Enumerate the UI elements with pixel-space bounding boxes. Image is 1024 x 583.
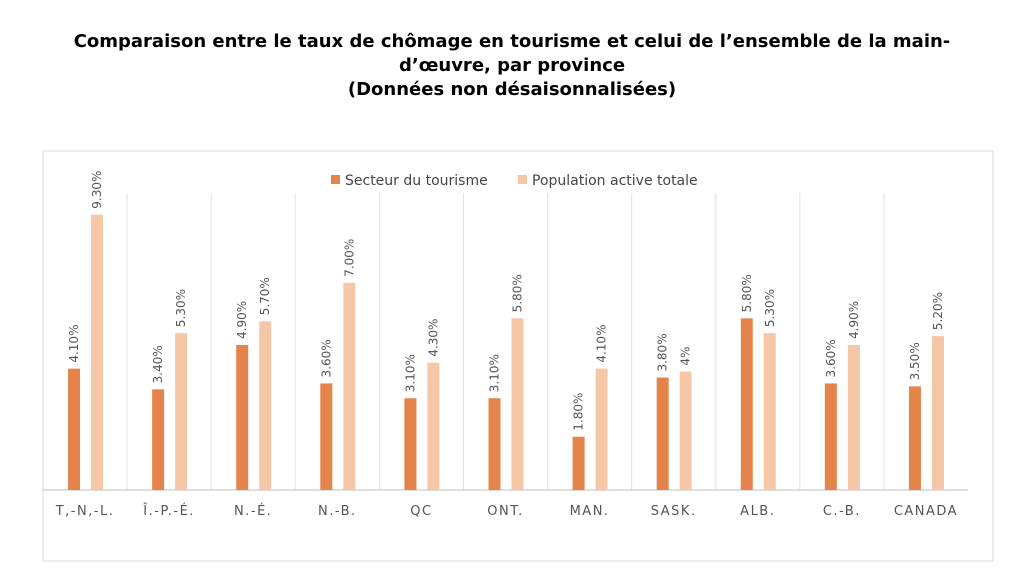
- bar-tourisme-0: [68, 368, 81, 490]
- x-tick-label-7: SASK.: [651, 504, 697, 519]
- chart-title-line-1: Comparaison entre le taux de chômage en …: [73, 31, 951, 52]
- data-label-tourisme-10: 3.50%: [908, 342, 922, 380]
- bar-population-8: [763, 333, 776, 490]
- data-label-population-9: 4.90%: [847, 301, 861, 339]
- data-label-tourisme-2: 4.90%: [235, 301, 249, 339]
- data-label-tourisme-6: 1.80%: [572, 393, 586, 431]
- bar-tourisme-10: [908, 386, 921, 490]
- bar-population-0: [91, 214, 104, 490]
- bar-tourisme-7: [656, 377, 669, 490]
- data-label-tourisme-8: 5.80%: [740, 274, 754, 312]
- bar-population-10: [931, 336, 944, 490]
- bar-population-4: [427, 362, 440, 490]
- legend: Secteur du tourisme Population active to…: [331, 173, 698, 189]
- data-label-population-0: 9.30%: [90, 171, 104, 209]
- x-tick-label-3: N.-B.: [318, 504, 357, 519]
- data-label-population-8: 5.30%: [763, 289, 777, 327]
- data-label-tourisme-1: 3.40%: [151, 345, 165, 383]
- data-label-tourisme-0: 4.10%: [67, 325, 81, 363]
- bar-population-5: [511, 318, 524, 490]
- bar-population-7: [679, 371, 692, 490]
- chart-title: Comparaison entre le taux de chômage en …: [0, 30, 1024, 102]
- data-label-tourisme-5: 3.10%: [488, 354, 502, 392]
- data-label-tourisme-3: 3.60%: [319, 339, 333, 377]
- data-label-tourisme-9: 3.60%: [824, 339, 838, 377]
- bar-tourisme-6: [572, 436, 585, 490]
- data-label-population-10: 5.20%: [931, 292, 945, 330]
- chart-title-line-2: d’œuvre, par province: [398, 55, 626, 76]
- bar-tourisme-5: [488, 398, 501, 490]
- data-labels-group: 4.10% 9.30% 3.40% 5.30% 4.90% 5.70% 3.60% 7.00%…: [67, 171, 945, 431]
- x-tick-label-2: N.-É.: [234, 503, 272, 519]
- data-label-population-1: 5.30%: [174, 289, 188, 327]
- bar-population-2: [259, 321, 272, 490]
- chart-frame: [42, 150, 994, 562]
- x-tick-label-6: MAN.: [570, 504, 610, 519]
- data-label-tourisme-7: 3.80%: [656, 333, 670, 371]
- data-label-population-2: 5.70%: [258, 277, 272, 315]
- legend-swatch-tourisme: [331, 175, 340, 184]
- category-separators: [126, 193, 885, 490]
- x-tick-label-8: ALB.: [740, 504, 775, 519]
- bar-population-1: [175, 333, 188, 490]
- data-label-population-6: 4.10%: [595, 325, 609, 363]
- data-label-population-3: 7.00%: [342, 239, 356, 277]
- x-tick-label-10: CANADA: [894, 504, 958, 519]
- legend-label-population: Population active totale: [532, 173, 698, 189]
- bar-tourisme-8: [740, 318, 753, 490]
- bar-population-3: [343, 282, 356, 490]
- bars-group: [68, 214, 944, 490]
- bar-tourisme-1: [152, 389, 165, 490]
- bar-tourisme-4: [404, 398, 417, 490]
- bar-tourisme-9: [824, 383, 837, 490]
- data-label-tourisme-4: 3.10%: [403, 354, 417, 392]
- x-tick-label-5: ONT.: [487, 504, 524, 519]
- legend-label-tourisme: Secteur du tourisme: [345, 173, 488, 189]
- chart-title-line-3: (Données non désaisonnalisées): [347, 79, 677, 100]
- x-tick-label-9: C.-B.: [823, 504, 861, 519]
- legend-swatch-population: [518, 175, 527, 184]
- data-label-population-5: 5.80%: [511, 274, 525, 312]
- x-tick-label-4: QC: [410, 504, 432, 519]
- x-tick-label-0: T,-N,-L.: [55, 504, 115, 519]
- bar-population-6: [595, 368, 608, 490]
- bar-population-9: [847, 344, 860, 490]
- data-label-population-4: 4.30%: [426, 319, 440, 357]
- x-tick-labels: T,-N,-L. Î.-P.-É. N.-É. N.-B. QC ONT. MAN. SASK…: [55, 503, 958, 519]
- x-tick-label-1: Î.-P.-É.: [142, 503, 195, 519]
- bar-tourisme-3: [320, 383, 333, 490]
- bar-tourisme-2: [236, 344, 249, 490]
- data-label-population-7: 4%: [679, 347, 693, 366]
